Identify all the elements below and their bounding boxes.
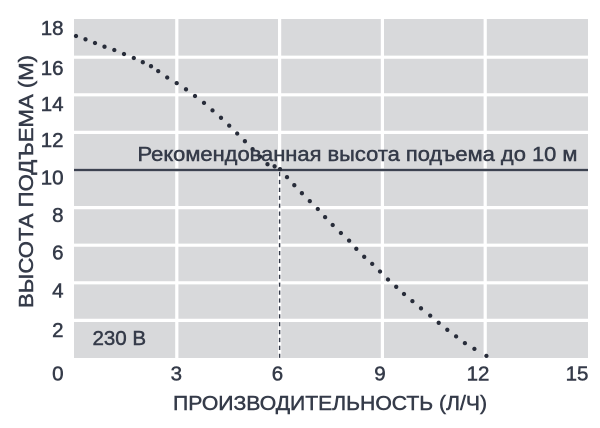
svg-text:4: 4 xyxy=(52,279,63,302)
svg-text:8: 8 xyxy=(52,204,63,227)
svg-text:ВЫСОТА ПОДЪЕМА (М): ВЫСОТА ПОДЪЕМА (М) xyxy=(15,55,38,308)
svg-text:2: 2 xyxy=(52,319,63,342)
svg-text:14: 14 xyxy=(41,93,64,116)
svg-text:230 В: 230 В xyxy=(93,327,147,350)
svg-text:15: 15 xyxy=(566,363,589,386)
svg-text:18: 18 xyxy=(41,17,64,40)
svg-text:10: 10 xyxy=(41,166,64,189)
svg-text:9: 9 xyxy=(374,363,385,386)
svg-text:6: 6 xyxy=(272,363,283,386)
svg-text:0: 0 xyxy=(52,363,63,386)
svg-text:Рекомендованная высота подъема: Рекомендованная высота подъема до 10 м xyxy=(138,143,578,166)
svg-text:12: 12 xyxy=(41,129,64,152)
svg-text:16: 16 xyxy=(41,57,64,80)
svg-text:12: 12 xyxy=(467,363,490,386)
svg-text:6: 6 xyxy=(52,241,63,264)
svg-text:3: 3 xyxy=(171,363,182,386)
svg-text:ПРОИЗВОДИТЕЛЬНОСТЬ (Л/Ч): ПРОИЗВОДИТЕЛЬНОСТЬ (Л/Ч) xyxy=(173,392,487,415)
